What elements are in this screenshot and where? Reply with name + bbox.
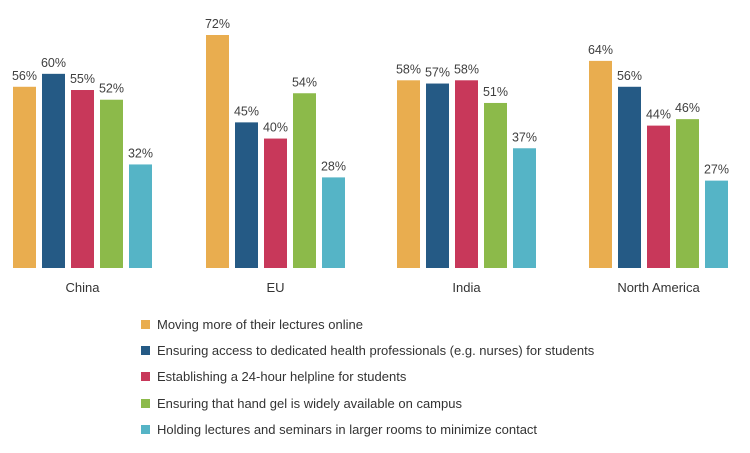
legend-swatch (141, 372, 150, 382)
bar (71, 90, 94, 268)
legend-label: Moving more of their lectures online (157, 317, 363, 333)
legend-swatch (141, 320, 150, 330)
category-label: India (452, 280, 481, 295)
data-label: 58% (396, 62, 421, 76)
category-label: North America (617, 280, 700, 295)
legend-item: Moving more of their lectures online (141, 316, 594, 333)
data-label: 54% (292, 75, 317, 89)
bar-group-eu: 72% 45% 40% 54% 28% (205, 17, 346, 268)
bar (13, 86, 36, 269)
legend-item: Ensuring access to dedicated health prof… (141, 342, 594, 359)
legend-swatch (141, 424, 150, 434)
data-label: 64% (588, 43, 613, 57)
bar (322, 177, 345, 268)
data-label: 60% (41, 56, 66, 70)
legend-item: Establishing a 24-hour helpline for stud… (141, 368, 594, 385)
legend-item: Ensuring that hand gel is widely availab… (141, 395, 594, 412)
data-label: 51% (483, 85, 508, 99)
bar (426, 83, 449, 269)
bar (618, 86, 641, 269)
bar (484, 102, 507, 268)
category-label: EU (266, 280, 284, 295)
legend-label: Holding lectures and seminars in larger … (157, 421, 538, 437)
bar-group-china: 56% 60% 55% 52% 32% (12, 56, 153, 269)
data-label: 37% (512, 130, 537, 144)
bar (397, 80, 420, 268)
data-label: 56% (12, 69, 37, 83)
legend-label: Establishing a 24-hour helpline for stud… (157, 369, 407, 385)
bar (676, 119, 699, 268)
bar (589, 60, 612, 269)
legend-swatch (141, 346, 150, 356)
bar-group-india: 58% 57% 58% 51% 37% (396, 62, 537, 269)
data-label: 32% (128, 146, 153, 160)
legend-label: Ensuring that hand gel is widely availab… (157, 395, 462, 411)
bar (455, 80, 478, 268)
data-label: 58% (454, 62, 479, 76)
bar (206, 35, 229, 268)
bar (100, 99, 123, 268)
data-label: 27% (704, 163, 729, 177)
bar (513, 148, 536, 268)
bar (129, 164, 152, 268)
data-label: 40% (263, 121, 288, 135)
chart-legend: Moving more of their lectures online Ensu… (141, 316, 594, 447)
data-label: 72% (205, 17, 230, 31)
legend-item: Holding lectures and seminars in larger … (141, 421, 594, 438)
bar (293, 93, 316, 268)
category-label: China (66, 280, 101, 295)
data-label: 52% (99, 82, 124, 96)
data-label: 45% (234, 104, 259, 118)
data-label: 44% (646, 108, 671, 122)
bar (705, 180, 728, 268)
data-label: 56% (617, 69, 642, 83)
bar (647, 125, 670, 268)
data-label: 28% (321, 159, 346, 173)
bar (264, 138, 287, 268)
data-label: 46% (675, 101, 700, 115)
data-label: 57% (425, 66, 450, 80)
data-label: 55% (70, 72, 95, 86)
bar-group-north-america: 64% 56% 44% 46% 27% (588, 43, 729, 269)
legend-swatch (141, 398, 150, 408)
legend-label: Ensuring access to dedicated health prof… (157, 343, 595, 359)
bar (42, 73, 65, 268)
bar (235, 122, 258, 268)
bar-chart: 56% 60% 55% 52% 32% China 72% 45% 40% 54% 28% EU 58%… (12, 17, 729, 295)
